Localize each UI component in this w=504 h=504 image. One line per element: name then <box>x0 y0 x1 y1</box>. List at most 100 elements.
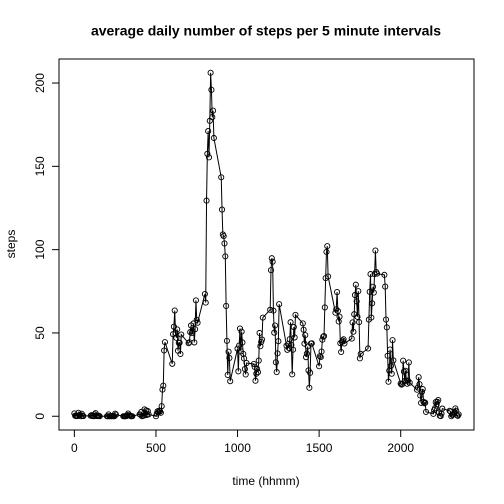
point <box>367 271 374 278</box>
point <box>145 411 152 418</box>
point <box>417 392 424 399</box>
point <box>112 410 119 417</box>
point <box>158 403 165 410</box>
point <box>191 339 198 346</box>
point <box>241 355 248 362</box>
point <box>235 368 242 375</box>
point <box>190 320 197 327</box>
point <box>221 240 228 247</box>
point <box>373 270 381 277</box>
point <box>161 347 168 354</box>
point <box>388 370 395 377</box>
point <box>141 406 148 413</box>
point <box>218 206 226 213</box>
point <box>357 350 364 357</box>
point <box>455 411 462 418</box>
point <box>269 258 276 265</box>
point <box>218 174 225 181</box>
point <box>387 362 394 369</box>
point <box>268 255 275 262</box>
point <box>194 319 201 326</box>
point <box>387 346 394 353</box>
point <box>258 336 266 343</box>
point <box>334 288 341 296</box>
point <box>369 300 376 307</box>
point <box>169 360 176 367</box>
point <box>287 319 294 326</box>
y-axis-label: steps <box>4 230 18 259</box>
x-tick-label: 2000 <box>387 441 414 455</box>
point <box>223 337 230 344</box>
point <box>422 399 429 406</box>
point <box>171 307 178 314</box>
point <box>284 346 291 353</box>
point <box>382 283 389 290</box>
point <box>210 134 217 142</box>
point <box>308 340 315 347</box>
point <box>290 323 297 331</box>
point <box>382 316 390 323</box>
point <box>320 333 327 340</box>
point <box>334 307 341 315</box>
point <box>341 340 348 347</box>
point <box>160 382 167 389</box>
point <box>306 384 313 391</box>
point <box>419 386 426 393</box>
point <box>385 378 392 385</box>
point <box>400 357 407 364</box>
point <box>223 302 230 309</box>
point <box>275 338 282 345</box>
point <box>421 400 428 407</box>
point <box>173 334 180 341</box>
point <box>415 374 422 381</box>
point <box>236 342 243 349</box>
x-axis-label: time (hhmm) <box>232 474 299 488</box>
point <box>336 313 343 320</box>
point <box>250 360 257 368</box>
point <box>144 408 151 415</box>
point <box>157 409 164 416</box>
point <box>299 320 306 327</box>
point <box>349 319 356 326</box>
point <box>319 336 326 343</box>
point <box>271 329 278 336</box>
point <box>192 297 199 304</box>
point <box>437 413 444 420</box>
point <box>352 281 359 288</box>
point <box>402 367 409 374</box>
point <box>193 316 200 323</box>
point <box>273 369 280 376</box>
point <box>201 290 208 298</box>
point <box>256 329 263 337</box>
point <box>356 319 363 326</box>
point <box>300 326 307 333</box>
point <box>270 307 277 314</box>
point <box>431 405 439 412</box>
point <box>202 299 209 306</box>
point <box>324 243 331 250</box>
x-tick-label: 1000 <box>224 441 251 455</box>
point <box>366 288 373 295</box>
point <box>365 345 372 352</box>
point <box>302 332 309 339</box>
point <box>255 357 262 364</box>
plot-box <box>58 58 475 431</box>
point <box>239 339 246 346</box>
point <box>254 365 261 373</box>
point <box>418 388 425 395</box>
point <box>227 378 234 385</box>
y-tick-label: 100 <box>33 239 47 259</box>
point <box>254 369 261 376</box>
point <box>318 348 325 355</box>
point <box>439 405 446 412</box>
y-tick-label: 0 <box>33 413 47 420</box>
point <box>220 233 227 240</box>
point <box>192 326 199 333</box>
point <box>339 337 346 344</box>
point <box>353 298 360 305</box>
point <box>430 410 437 417</box>
point <box>422 408 430 415</box>
point <box>307 369 314 376</box>
